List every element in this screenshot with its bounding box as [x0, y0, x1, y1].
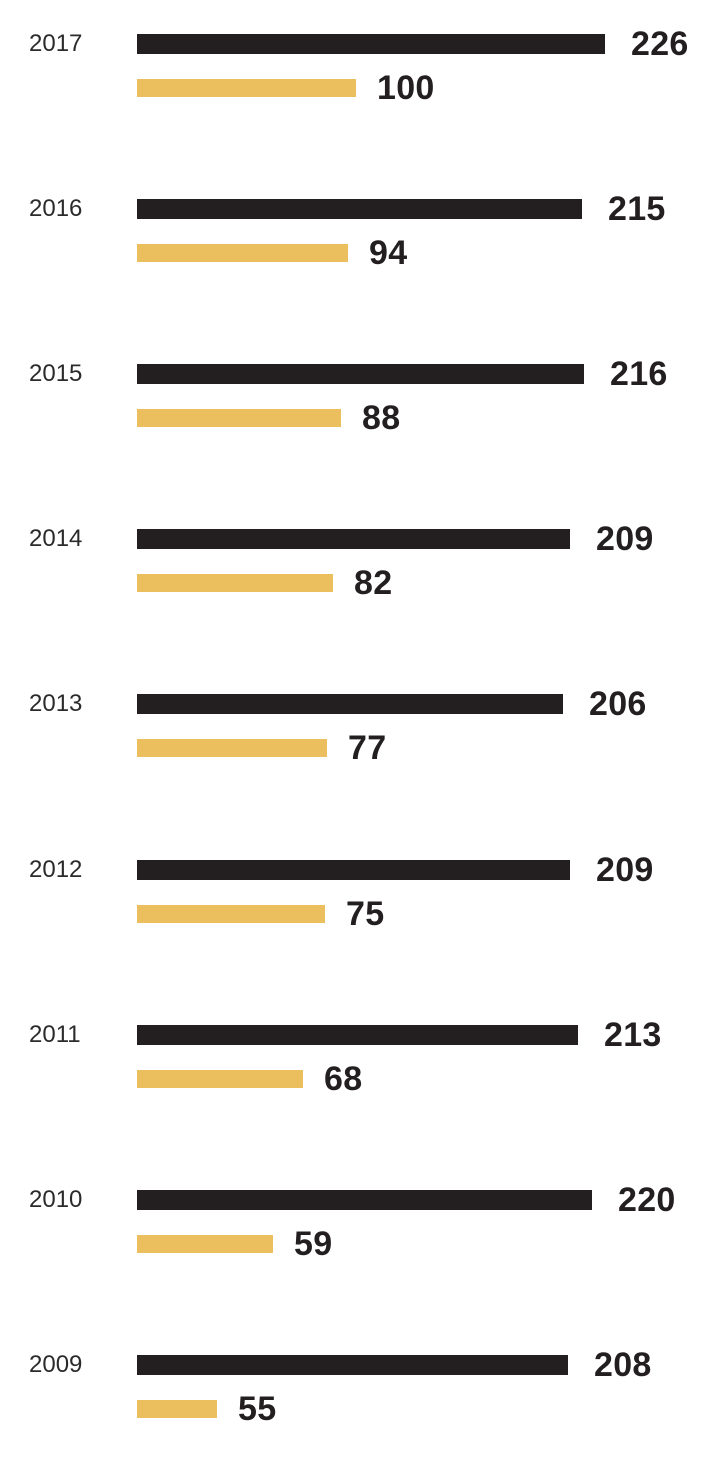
dark-bar-value-label: 216: [610, 354, 668, 393]
gold-bar-value-label: 82: [354, 563, 393, 602]
dark-bar: [137, 34, 605, 54]
gold-bar-value-label: 59: [294, 1224, 333, 1263]
dark-bar-value-label: 209: [596, 519, 654, 558]
dark-bar: [137, 1025, 578, 1045]
year-row: 2017 226 100: [0, 25, 719, 144]
gold-bar-value-label: 75: [346, 894, 385, 933]
year-label: 2011: [29, 1021, 81, 1048]
year-label: 2017: [29, 30, 83, 57]
gold-bar-value-label: 88: [362, 398, 401, 437]
dark-bar: [137, 1355, 568, 1375]
year-label: 2009: [29, 1351, 83, 1378]
year-row: 2014 209 82: [0, 520, 719, 639]
gold-bar: [137, 244, 348, 262]
dark-bar-value-label: 206: [589, 684, 647, 723]
dark-bar: [137, 1190, 592, 1210]
year-row: 2015 216 88: [0, 355, 719, 474]
dark-bar-value-label: 220: [618, 1180, 676, 1219]
year-label: 2014: [29, 525, 83, 552]
dark-bar: [137, 364, 584, 384]
dark-bar-value-label: 213: [604, 1015, 662, 1054]
gold-bar-value-label: 94: [369, 233, 408, 272]
gold-bar: [137, 574, 333, 592]
dark-bar-value-label: 215: [608, 189, 666, 228]
year-label: 2010: [29, 1186, 83, 1213]
year-row: 2009 208 55: [0, 1346, 719, 1458]
gold-bar-value-label: 77: [348, 728, 387, 767]
gold-bar-value-label: 100: [377, 68, 435, 107]
year-label: 2013: [29, 690, 83, 717]
dark-bar: [137, 694, 563, 714]
dark-bar-value-label: 226: [631, 24, 689, 63]
dark-bar-value-label: 208: [594, 1345, 652, 1384]
gold-bar: [137, 1400, 217, 1418]
gold-bar: [137, 905, 325, 923]
year-label: 2016: [29, 195, 83, 222]
dark-bar-value-label: 209: [596, 850, 654, 889]
gold-bar: [137, 79, 356, 97]
gold-bar-value-label: 68: [324, 1059, 363, 1098]
dark-bar: [137, 860, 570, 880]
year-row: 2012 209 75: [0, 851, 719, 970]
gold-bar: [137, 1235, 273, 1253]
gold-bar: [137, 409, 341, 427]
dark-bar: [137, 199, 582, 219]
year-row: 2016 215 94: [0, 190, 719, 309]
year-row: 2011 213 68: [0, 1016, 719, 1135]
dark-bar: [137, 529, 570, 549]
gold-bar: [137, 739, 327, 757]
gold-bar: [137, 1070, 303, 1088]
year-row: 2013 206 77: [0, 685, 719, 804]
year-label: 2015: [29, 360, 83, 387]
year-row: 2010 220 59: [0, 1181, 719, 1300]
year-label: 2012: [29, 856, 83, 883]
gold-bar-value-label: 55: [238, 1389, 277, 1428]
